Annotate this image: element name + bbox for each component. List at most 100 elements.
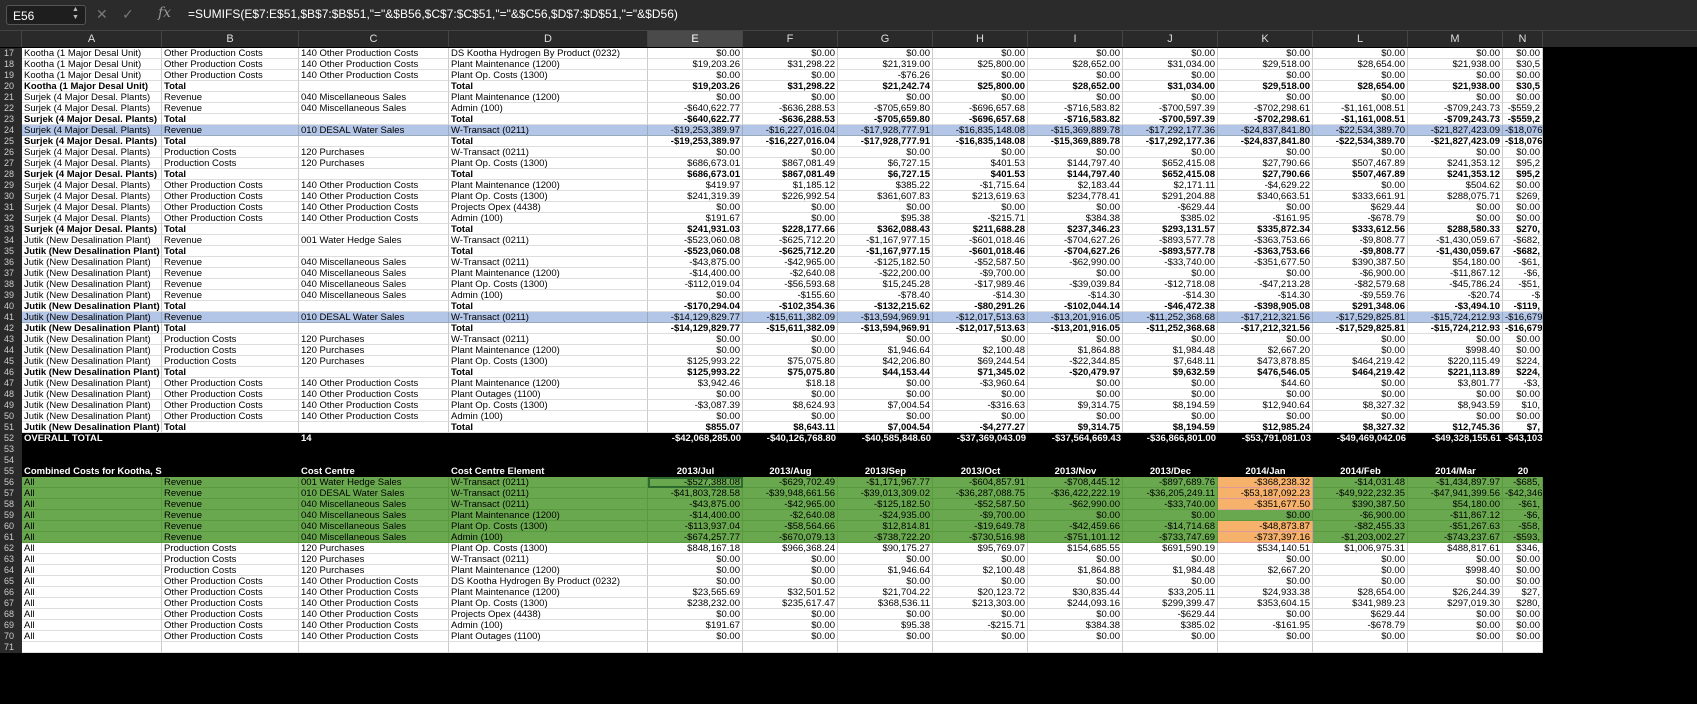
cell-k23[interactable]: -$702,298.61	[1218, 114, 1313, 125]
cell-i20[interactable]: $28,652.00	[1028, 81, 1123, 92]
cell-f31[interactable]: $0.00	[743, 202, 838, 213]
cell-m51[interactable]: $12,745.36	[1408, 422, 1503, 433]
cell-m66[interactable]: $26,244.39	[1408, 587, 1503, 598]
cell-e36[interactable]: -$43,875.00	[648, 257, 743, 268]
row-number[interactable]: 17	[0, 48, 22, 59]
row-number[interactable]: 64	[0, 565, 22, 576]
cell-c52[interactable]: 14	[299, 433, 449, 444]
cell-n30[interactable]: $269,	[1503, 191, 1543, 202]
cell-k39[interactable]: -$14.30	[1218, 290, 1313, 301]
row-number[interactable]: 22	[0, 103, 22, 114]
cell-h29[interactable]: -$1,715.64	[933, 180, 1028, 191]
cell-e50[interactable]: $0.00	[648, 411, 743, 422]
cell-a57[interactable]: All	[22, 488, 162, 499]
cell-n64[interactable]: $0.00	[1503, 565, 1543, 576]
cell-l67[interactable]: $341,989.23	[1313, 598, 1408, 609]
cell-a31[interactable]: Surjek (4 Major Desal. Plants)	[22, 202, 162, 213]
cell-h68[interactable]: $0.00	[933, 609, 1028, 620]
cell-a26[interactable]: Surjek (4 Major Desal. Plants)	[22, 147, 162, 158]
cell-f69[interactable]: $0.00	[743, 620, 838, 631]
cell-d50[interactable]: Admin (100)	[449, 411, 648, 422]
row-number[interactable]: 41	[0, 312, 22, 323]
cell-c68[interactable]: 140 Other Production Costs	[299, 609, 449, 620]
cell-n22[interactable]: -$559,2	[1503, 103, 1543, 114]
cell-j51[interactable]: $8,194.59	[1123, 422, 1218, 433]
cell-l61[interactable]: -$1,203,002.27	[1313, 532, 1408, 543]
row-number[interactable]: 37	[0, 268, 22, 279]
cell-m55[interactable]: 2014/Mar	[1408, 466, 1503, 477]
cell-h61[interactable]: -$730,516.98	[933, 532, 1028, 543]
cell-b51[interactable]: Total	[162, 422, 299, 433]
cell-g24[interactable]: -$17,928,777.91	[838, 125, 933, 136]
cell-b23[interactable]: Total	[162, 114, 299, 125]
cell-a42[interactable]: Jutik (New Desalination Plant)	[22, 323, 162, 334]
cell-m45[interactable]: $220,115.49	[1408, 356, 1503, 367]
row-number[interactable]: 38	[0, 279, 22, 290]
row-number[interactable]: 70	[0, 631, 22, 642]
cell-n65[interactable]: $0.00	[1503, 576, 1543, 587]
cell-c20[interactable]	[299, 81, 449, 92]
cell-m26[interactable]: $0.00	[1408, 147, 1503, 158]
cell-l57[interactable]: -$49,922,232.35	[1313, 488, 1408, 499]
cell-n57[interactable]: -$42,346,	[1503, 488, 1543, 499]
cell-d54[interactable]	[449, 455, 648, 466]
cell-d55[interactable]: Cost Centre Element	[449, 466, 648, 477]
cell-e28[interactable]: $686,673.01	[648, 169, 743, 180]
cell-a40[interactable]: Jutik (New Desalination Plant)	[22, 301, 162, 312]
cell-b27[interactable]: Production Costs	[162, 158, 299, 169]
cell-g48[interactable]: $0.00	[838, 389, 933, 400]
cell-g37[interactable]: -$22,200.00	[838, 268, 933, 279]
cell-c70[interactable]: 140 Other Production Costs	[299, 631, 449, 642]
cell-j57[interactable]: -$36,205,249.11	[1123, 488, 1218, 499]
cell-h46[interactable]: $71,345.02	[933, 367, 1028, 378]
row-number[interactable]: 69	[0, 620, 22, 631]
cell-n42[interactable]: -$16,679,	[1503, 323, 1543, 334]
cell-m71[interactable]	[1408, 642, 1503, 653]
cell-m67[interactable]: $297,019.30	[1408, 598, 1503, 609]
cell-b24[interactable]: Revenue	[162, 125, 299, 136]
cell-m53[interactable]	[1408, 444, 1503, 455]
cell-k29[interactable]: -$4,629.22	[1218, 180, 1313, 191]
cell-j25[interactable]: -$17,292,177.36	[1123, 136, 1218, 147]
cell-f29[interactable]: $1,185.12	[743, 180, 838, 191]
cell-c49[interactable]: 140 Other Production Costs	[299, 400, 449, 411]
cell-e27[interactable]: $686,673.01	[648, 158, 743, 169]
cell-m36[interactable]: $54,180.00	[1408, 257, 1503, 268]
cell-g51[interactable]: $7,004.54	[838, 422, 933, 433]
cell-b64[interactable]: Production Costs	[162, 565, 299, 576]
cell-n59[interactable]: -$6,	[1503, 510, 1543, 521]
cell-g68[interactable]: $0.00	[838, 609, 933, 620]
cell-f57[interactable]: -$39,948,661.56	[743, 488, 838, 499]
cell-g35[interactable]: -$1,167,977.15	[838, 246, 933, 257]
cell-d66[interactable]: Plant Maintenance (1200)	[449, 587, 648, 598]
cell-j50[interactable]: $0.00	[1123, 411, 1218, 422]
cell-f35[interactable]: -$625,712.20	[743, 246, 838, 257]
cell-c54[interactable]	[299, 455, 449, 466]
cell-l17[interactable]: $0.00	[1313, 48, 1408, 59]
column-header-j[interactable]: J	[1123, 31, 1218, 47]
cell-l35[interactable]: -$9,808.77	[1313, 246, 1408, 257]
cell-m60[interactable]: -$51,267.63	[1408, 521, 1503, 532]
cell-i25[interactable]: -$15,369,889.78	[1028, 136, 1123, 147]
cell-a37[interactable]: Jutik (New Desalination Plant)	[22, 268, 162, 279]
cell-n69[interactable]: $0.00	[1503, 620, 1543, 631]
cell-c40[interactable]	[299, 301, 449, 312]
cell-c22[interactable]: 040 Miscellaneous Sales	[299, 103, 449, 114]
cell-n32[interactable]: $0.00	[1503, 213, 1543, 224]
name-box[interactable]: E56	[6, 5, 86, 25]
cell-m20[interactable]: $21,938.00	[1408, 81, 1503, 92]
cell-m58[interactable]: $54,180.00	[1408, 499, 1503, 510]
cell-d39[interactable]: Admin (100)	[449, 290, 648, 301]
cell-h35[interactable]: -$601,018.46	[933, 246, 1028, 257]
cell-d45[interactable]: Plant Op. Costs (1300)	[449, 356, 648, 367]
cell-b68[interactable]: Other Production Costs	[162, 609, 299, 620]
cell-i62[interactable]: $154,685.55	[1028, 543, 1123, 554]
cell-f55[interactable]: 2013/Aug	[743, 466, 838, 477]
cell-e33[interactable]: $241,931.03	[648, 224, 743, 235]
cell-f53[interactable]	[743, 444, 838, 455]
cell-c24[interactable]: 010 DESAL Water Sales	[299, 125, 449, 136]
row-number[interactable]: 66	[0, 587, 22, 598]
row-number[interactable]: 50	[0, 411, 22, 422]
cell-f20[interactable]: $31,298.22	[743, 81, 838, 92]
cell-b36[interactable]: Revenue	[162, 257, 299, 268]
